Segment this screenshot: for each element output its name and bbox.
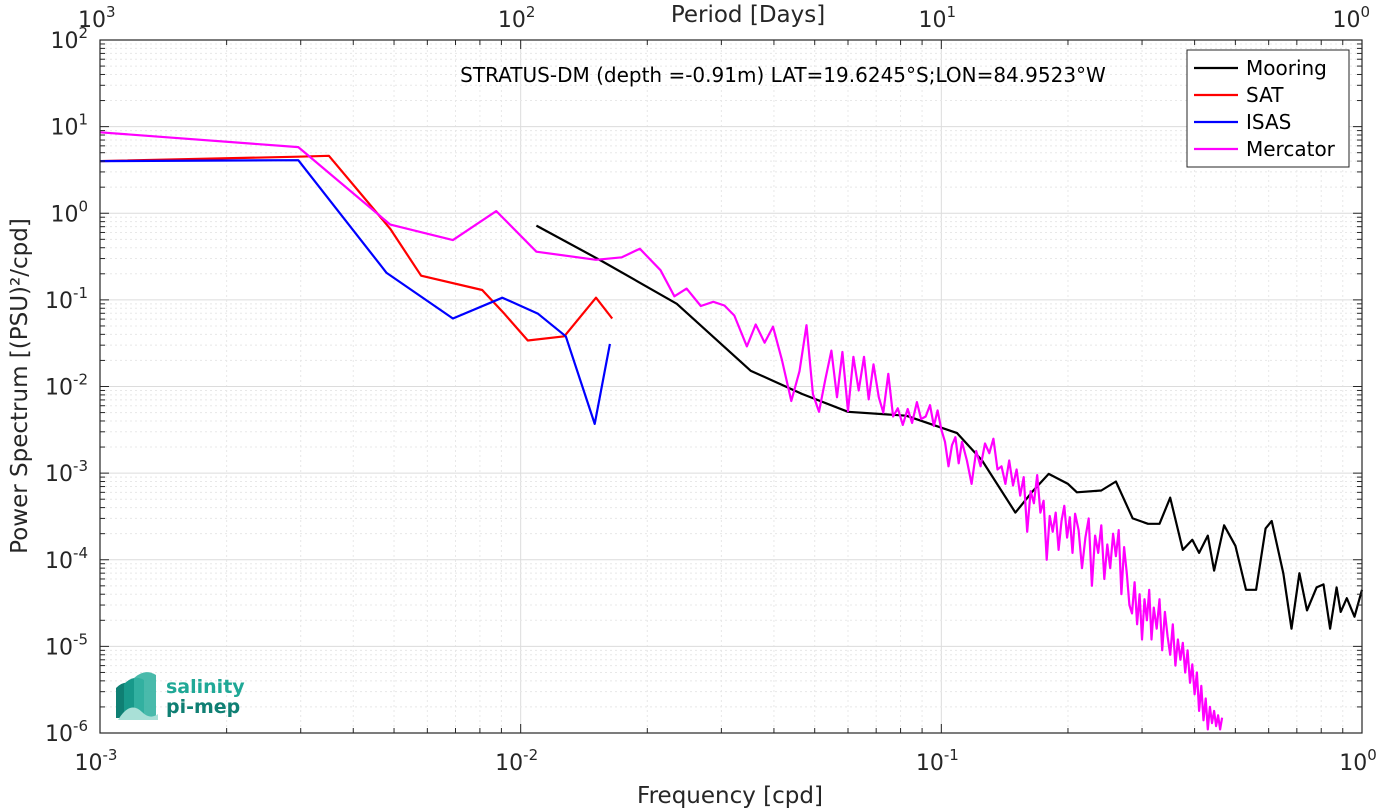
legend: Mooring SAT ISAS Mercator [1186,49,1350,168]
tick-marks [99,39,1363,734]
series-layer [99,131,1364,731]
y-tick-label: 10-1 [45,284,88,314]
x-tick-label: 10-2 [495,746,538,776]
top-tick-label: 102 [498,3,536,33]
legend-box [1186,49,1350,168]
logo-text-line1: salinity [166,676,245,698]
series-line-mooring [535,224,1364,630]
y-tick-label: 10-4 [45,544,88,574]
legend-label-mercator: Mercator [1246,137,1336,161]
top-tick-label: 103 [78,3,116,33]
x-tick-labels: 10-3 10-2 10-1 100 [75,746,1377,776]
top-tick-label: 101 [919,3,957,33]
legend-label-isas: ISAS [1246,110,1291,134]
top-tick-label: 100 [1332,3,1370,33]
y-tick-label: 101 [50,111,88,141]
logo-text-line2: pi-mep [166,696,240,718]
series-line-mercator [99,131,1224,731]
top-axis-label: Period [Days] [671,2,825,28]
salinity-pi-mep-logo: salinity pi-mep [116,672,245,720]
x-tick-label: 10-3 [75,746,118,776]
series-line-isas [99,159,611,425]
logo-wave-3 [134,672,156,718]
chart-title: STRATUS-DM (depth =-0.91m) LAT=19.6245°S… [460,63,1106,87]
x-axis-label: Frequency [cpd] [637,783,823,809]
y-tick-label: 10-6 [45,717,88,747]
logo-wave-4 [118,707,158,720]
legend-label-mooring: Mooring [1246,56,1327,80]
y-tick-label: 100 [50,197,88,227]
x-tick-label: 100 [1339,746,1377,776]
top-tick-labels: 103 102 101 100 [78,3,1370,33]
y-tick-label: 10-2 [45,371,88,401]
y-axis-label: Power Spectrum [(PSU)²/cpd] [7,218,33,554]
x-tick-label: 10-1 [916,746,959,776]
y-tick-label: 102 [50,24,88,54]
y-tick-labels: 10-6 10-5 10-4 10-3 10-2 10-1 100 101 102 [45,24,88,747]
series-line-sat [99,154,614,342]
y-tick-label: 10-5 [45,630,88,660]
y-tick-label: 10-3 [45,457,88,487]
legend-label-sat: SAT [1246,83,1284,107]
